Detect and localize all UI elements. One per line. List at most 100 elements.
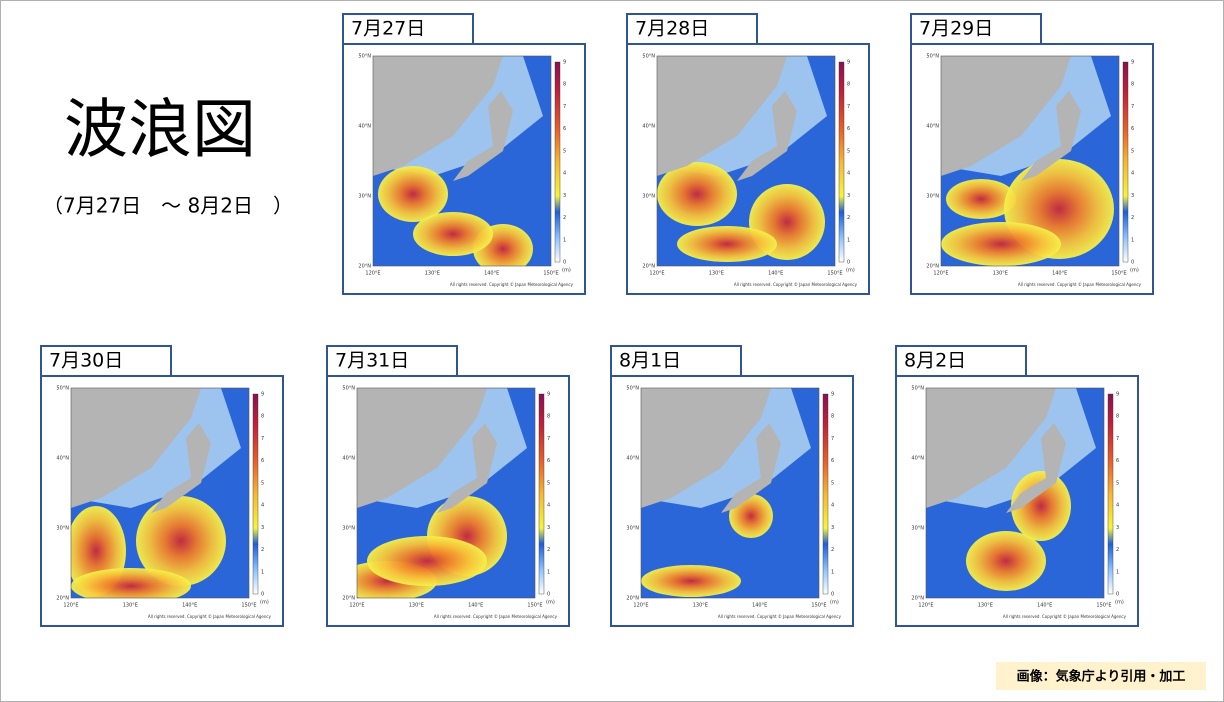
unit: (m)	[562, 268, 571, 274]
lon-label: 120°E	[633, 603, 648, 609]
colorbar-label: 8	[563, 82, 566, 88]
map-border	[656, 55, 836, 267]
map-border	[940, 55, 1120, 267]
colorbar-label: 7	[831, 436, 834, 442]
land	[373, 56, 503, 176]
colorbar-label: 9	[261, 392, 264, 398]
colorbar-label: 7	[547, 436, 550, 442]
colorbar-label: 8	[847, 82, 850, 88]
colorbar-label: 3	[1131, 193, 1134, 199]
colorbar-label: 2	[1131, 215, 1134, 221]
lat-label: 40°N	[911, 456, 924, 462]
copyright: All rights reserved. Copyright © Japan M…	[450, 282, 574, 287]
colorbar-label: 8	[1131, 82, 1134, 88]
land	[71, 388, 201, 508]
japan	[1021, 91, 1081, 181]
lon-label: 150°E	[543, 271, 558, 277]
lat-label: 30°N	[358, 194, 371, 200]
colorbar-label: 1	[1116, 569, 1119, 575]
lat-label: 40°N	[926, 124, 939, 130]
japan	[453, 91, 513, 181]
lat-label: 40°N	[56, 456, 69, 462]
colorbar	[838, 61, 845, 263]
lon-label: 130°E	[123, 603, 138, 609]
colorbar-label: 0	[563, 260, 566, 266]
colorbar-label: 3	[261, 525, 264, 531]
colorbar-label: 6	[261, 458, 264, 464]
colorbar-label: 0	[261, 592, 264, 598]
colorbar-label: 7	[847, 104, 850, 110]
colorbar-label: 3	[1116, 525, 1119, 531]
lat-label: 20°N	[342, 596, 355, 602]
map	[657, 56, 835, 266]
lon-label: 150°E	[527, 603, 542, 609]
panel-date: 8月2日	[904, 350, 966, 372]
colorbar	[554, 61, 561, 263]
map	[926, 388, 1104, 598]
colorbar-label: 1	[831, 569, 834, 575]
lon-label: 140°E	[1037, 603, 1052, 609]
japan	[437, 423, 497, 513]
colorbar-label: 4	[1131, 171, 1134, 177]
land	[926, 388, 1056, 508]
colorbar-label: 0	[1131, 260, 1134, 266]
colorbar-label: 9	[831, 392, 834, 398]
lon-label: 120°E	[933, 271, 948, 277]
colorbar-label: 1	[547, 569, 550, 575]
copyright: All rights reserved. Copyright © Japan M…	[148, 614, 272, 619]
colorbar-label: 2	[563, 215, 566, 221]
colorbar-label: 0	[1116, 592, 1119, 598]
unit: (m)	[1130, 268, 1139, 274]
colorbar-label: 1	[563, 237, 566, 243]
colorbar	[538, 393, 545, 595]
japan	[1006, 423, 1066, 513]
lon-label: 120°E	[649, 271, 664, 277]
lat-label: 30°N	[926, 194, 939, 200]
copyright: All rights reserved. Copyright © Japan M…	[1018, 282, 1142, 287]
wave-area	[378, 166, 448, 222]
colorbar-label: 0	[847, 260, 850, 266]
colorbar-label: 7	[563, 104, 566, 110]
map-border	[356, 387, 536, 599]
map-border	[372, 55, 552, 267]
lon-label: 120°E	[63, 603, 78, 609]
wave-area	[966, 531, 1046, 591]
lat-label: 40°N	[342, 456, 355, 462]
colorbar-label: 4	[1116, 503, 1119, 509]
lon-label: 140°E	[182, 603, 197, 609]
colorbar-label: 5	[1116, 480, 1119, 486]
colorbar-label: 6	[547, 458, 550, 464]
colorbar-label: 4	[563, 171, 566, 177]
lon-label: 130°E	[425, 271, 440, 277]
land	[357, 388, 487, 508]
wave-area	[946, 179, 1016, 219]
colorbar-label: 4	[831, 503, 834, 509]
wave-area	[136, 496, 226, 586]
unit: (m)	[546, 600, 555, 606]
lon-label: 140°E	[752, 603, 767, 609]
copyright: All rights reserved. Copyright © Japan M…	[734, 282, 858, 287]
colorbar-label: 0	[547, 592, 550, 598]
land	[941, 56, 1071, 176]
wave-area	[413, 212, 493, 256]
colorbar-label: 8	[831, 414, 834, 420]
land	[641, 388, 771, 508]
title: 波浪図	[64, 94, 256, 168]
lon-label: 150°E	[811, 603, 826, 609]
colorbar-label: 3	[563, 193, 566, 199]
unit: (m)	[260, 600, 269, 606]
colorbar-label: 8	[261, 414, 264, 420]
colorbar-label: 5	[831, 480, 834, 486]
wave-area	[367, 536, 487, 586]
credit-box	[996, 662, 1206, 690]
colorbar-label: 5	[847, 148, 850, 154]
subtitle: （7月27日 ～ 8月2日 ）	[43, 194, 293, 218]
colorbar-label: 7	[261, 436, 264, 442]
lat-label: 30°N	[911, 526, 924, 532]
map-border	[925, 387, 1105, 599]
lon-label: 120°E	[918, 603, 933, 609]
